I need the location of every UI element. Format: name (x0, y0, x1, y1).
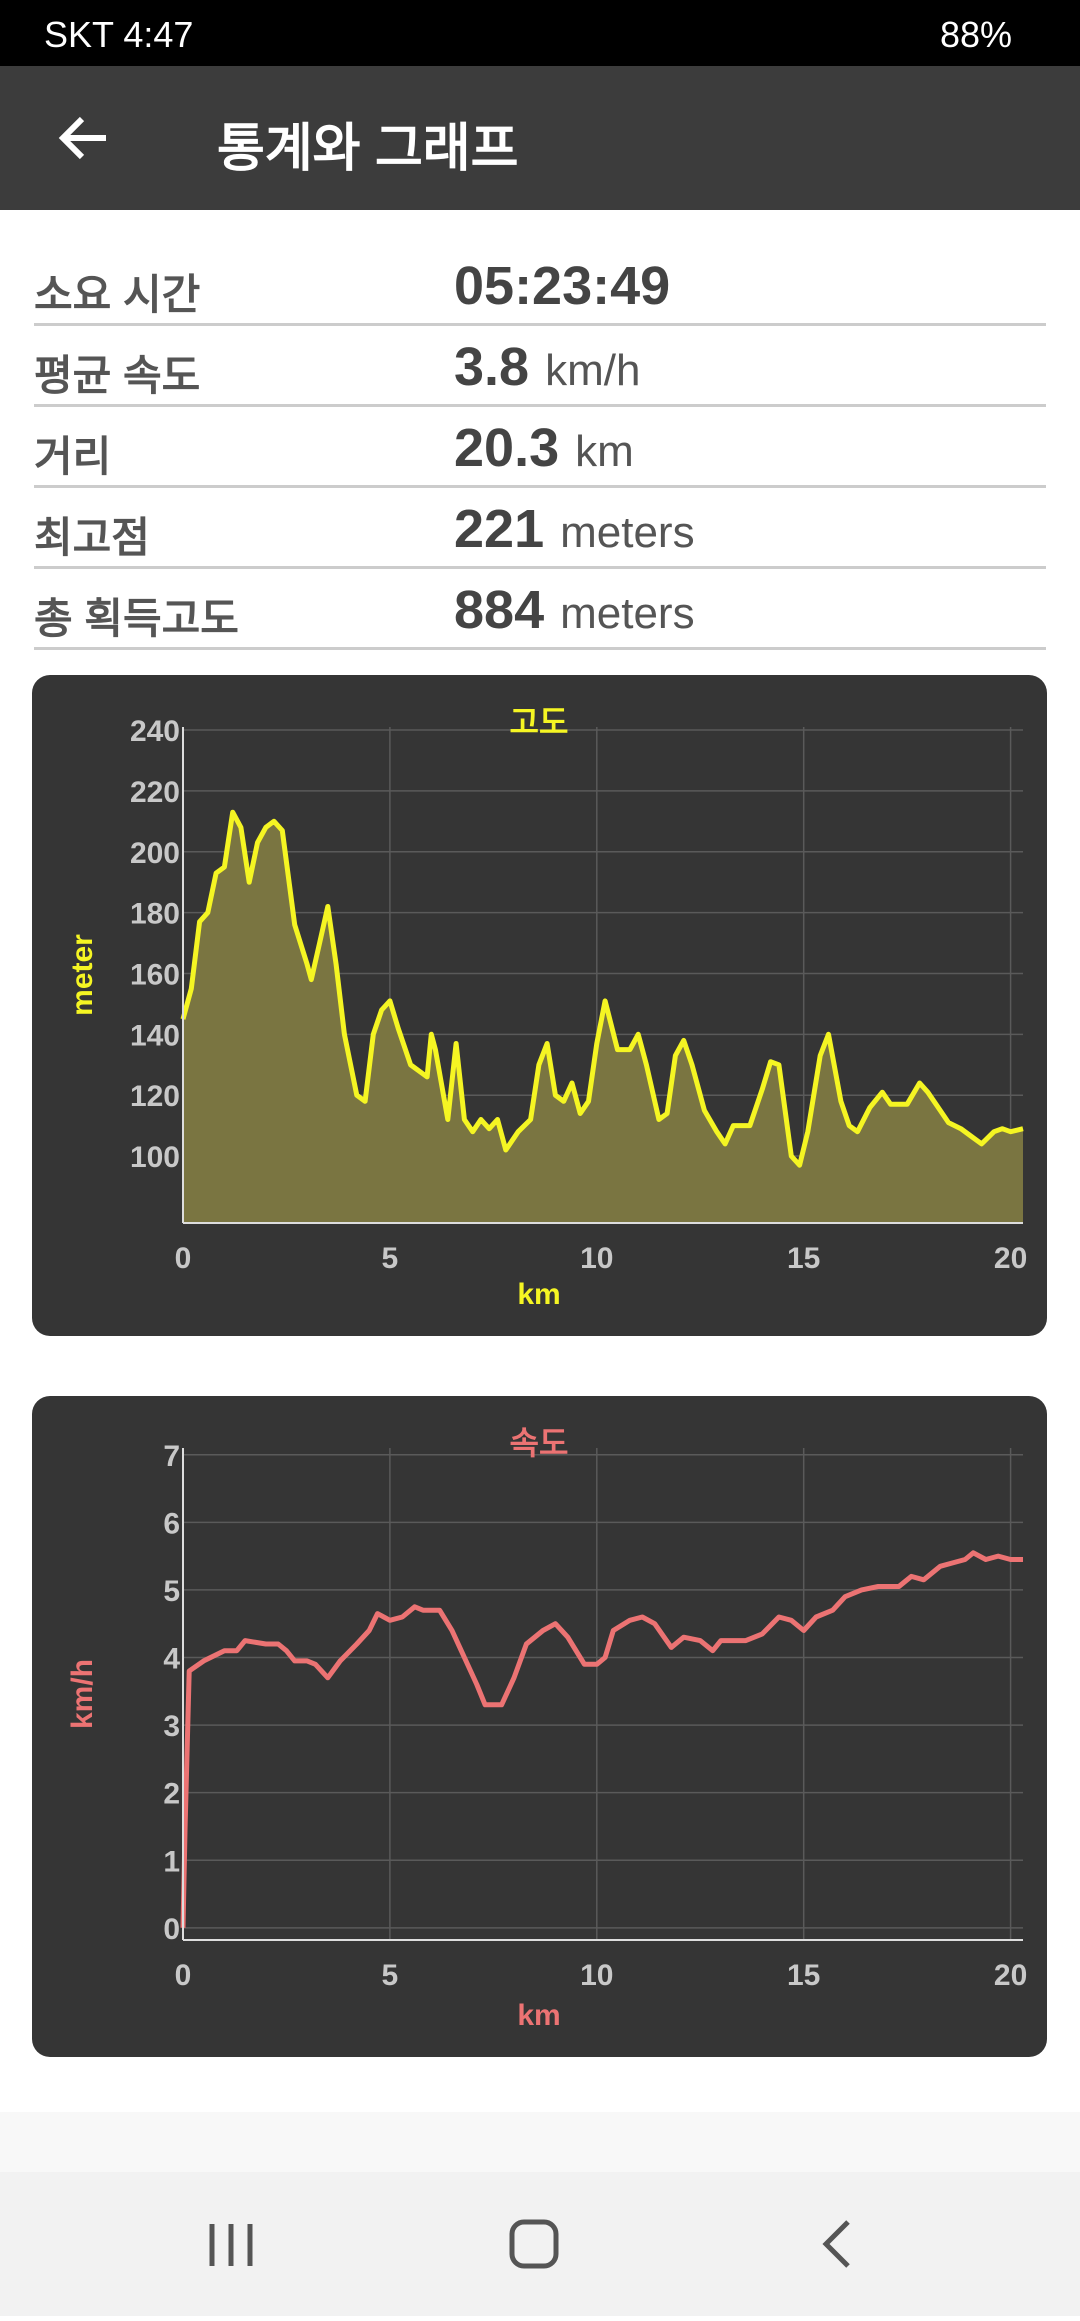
stat-row: 거리 20.3 km (34, 405, 1046, 488)
chart-card: 100 120 140 160 180 200 220 240 0 5 10 15 20 고도 km mete… (32, 675, 1047, 1336)
stat-label: 평균 속도 (34, 352, 201, 399)
unit: meters (560, 589, 695, 638)
y-axis-label: meter (66, 934, 99, 1016)
x-tick-label: 15 (787, 1959, 820, 1992)
y-tick-label: 240 (130, 715, 180, 748)
value: 05:23:49 (454, 256, 671, 316)
back-button[interactable] (56, 114, 112, 162)
chart: 0 1 2 3 4 5 6 7 0 5 10 15 20 속도 km km/h (66, 1425, 1027, 2032)
value: 20.3 (454, 418, 560, 478)
carrier-time: SKT 4:47 (44, 14, 194, 55)
y-axis-label: km/h (66, 1659, 99, 1729)
stat-row: 평균 속도 3.8 km/h (34, 324, 1046, 407)
nav-bar (0, 2172, 1080, 2316)
x-tick-label: 10 (580, 1959, 613, 1992)
battery: 88% (940, 14, 1013, 55)
stat-value: 884 meters (454, 579, 695, 641)
chart-title: 고도 (510, 704, 569, 740)
x-tick-label: 10 (580, 1242, 613, 1275)
y-tick-label: 180 (130, 898, 180, 931)
x-axis-label: km (517, 1999, 560, 2032)
value: 221 (454, 499, 545, 559)
y-tick-label: 6 (163, 1507, 180, 1540)
stat-label: 소요 시간 (34, 271, 201, 318)
chart-card: 0 1 2 3 4 5 6 7 0 5 10 15 20 속도 km km/h (32, 1396, 1047, 2057)
status-bar: SKT 4:47 88% (0, 0, 1080, 66)
value: 3.8 (454, 337, 530, 397)
y-tick-label: 4 (163, 1643, 180, 1676)
unit: meters (560, 508, 695, 557)
y-tick-label: 7 (163, 1440, 180, 1473)
chart: 100 120 140 160 180 200 220 240 0 5 10 15 20 고도 km mete… (66, 704, 1027, 1311)
nav-buttons (209, 2219, 850, 2269)
y-tick-label: 100 (130, 1141, 180, 1174)
stat-row: 소요 시간 05:23:49 (34, 243, 1046, 326)
chart-title: 속도 (510, 1425, 569, 1461)
unit: km/h (545, 346, 641, 395)
x-tick-label: 5 (382, 1242, 399, 1275)
x-tick-label: 20 (994, 1242, 1027, 1275)
stat-label: 최고점 (34, 514, 150, 561)
x-tick-label: 15 (787, 1242, 820, 1275)
x-tick-label: 20 (994, 1959, 1027, 1992)
stat-label: 거리 (34, 433, 112, 480)
line (180, 809, 1024, 1168)
y-tick-label: 120 (130, 1080, 180, 1113)
value: 884 (454, 580, 545, 640)
back-nav-button[interactable] (822, 2220, 850, 2268)
y-tick-label: 5 (163, 1575, 180, 1608)
home-button[interactable] (509, 2219, 559, 2269)
x-tick-label: 0 (175, 1242, 192, 1275)
y-tick-label: 1 (163, 1845, 180, 1878)
x-tick-label: 5 (382, 1959, 399, 1992)
x-axis-label: km (517, 1278, 560, 1311)
stat-value: 3.8 km/h (454, 336, 640, 398)
spacer (0, 2112, 1080, 2172)
y-tick-label: 3 (163, 1710, 180, 1743)
stat-value: 05:23:49 (454, 255, 670, 317)
y-tick-label: 160 (130, 958, 180, 991)
stat-row: 최고점 221 meters (34, 486, 1046, 569)
title: 통계와 그래프 (217, 120, 519, 178)
app-bar: 통계와 그래프 (0, 66, 1080, 210)
y-tick-label: 2 (163, 1778, 180, 1811)
recent-button[interactable] (209, 2224, 253, 2266)
stat-row: 총 획득고도 884 meters (34, 567, 1046, 650)
line (180, 1550, 1023, 1928)
x-tick-label: 0 (175, 1959, 192, 1992)
unit: km (575, 427, 634, 476)
y-tick-label: 0 (163, 1913, 180, 1946)
y-tick-label: 200 (130, 837, 180, 870)
stat-label: 총 획득고도 (34, 595, 239, 642)
stat-value: 221 meters (454, 498, 695, 560)
y-tick-label: 140 (130, 1019, 180, 1052)
stat-value: 20.3 km (454, 417, 634, 479)
y-tick-label: 220 (130, 776, 180, 809)
